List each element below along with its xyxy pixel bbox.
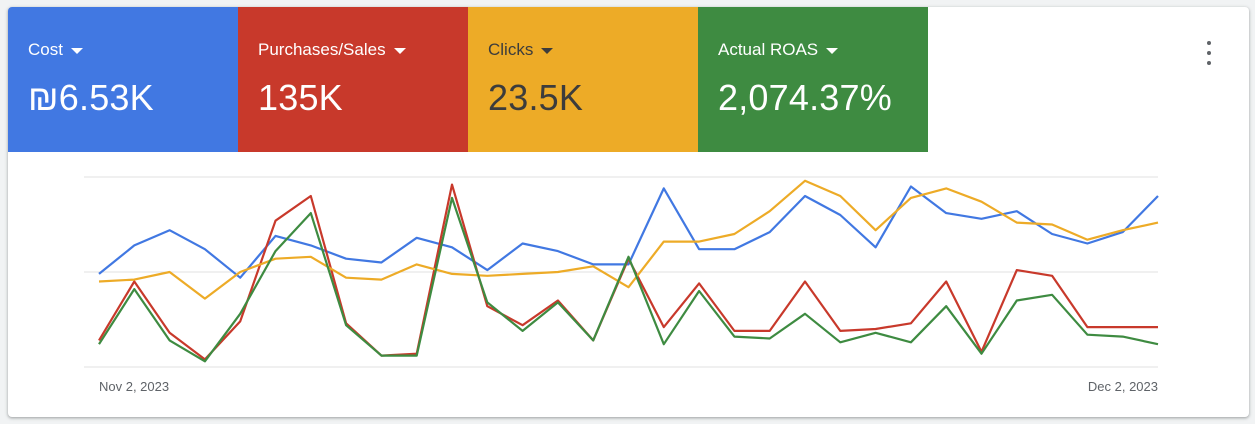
metric-selector-cost[interactable]: Cost [28, 40, 238, 60]
line-chart: Nov 2, 2023 Dec 2, 2023 [84, 176, 1159, 394]
metric-tile-cost[interactable]: Cost ₪6.53K [8, 7, 238, 152]
metric-label-clicks: Clicks [488, 40, 534, 59]
metric-label-roas: Actual ROAS [718, 40, 819, 59]
metric-value-roas: 2,074.37% [718, 77, 892, 118]
metric-tiles: Cost ₪6.53K Purchases/Sales 135K Clicks … [8, 7, 928, 152]
x-tick-label-start: Nov 2, 2023 [99, 379, 169, 394]
metric-value-cost: ₪6.53K [28, 77, 154, 118]
metric-tile-roas[interactable]: Actual ROAS 2,074.37% [698, 7, 928, 152]
series-line-clicks [98, 179, 1159, 300]
metric-selector-clicks[interactable]: Clicks [488, 40, 698, 60]
metric-value-purchases: 135K [258, 77, 343, 118]
performance-card: Cost ₪6.53K Purchases/Sales 135K Clicks … [8, 7, 1249, 417]
menu-dot [1207, 61, 1211, 65]
dropdown-caret-icon [393, 48, 406, 54]
menu-dot [1207, 51, 1211, 55]
metric-value-clicks: 23.5K [488, 77, 584, 118]
chart-series [98, 179, 1159, 363]
dropdown-caret-icon [70, 48, 83, 54]
series-line-cost [98, 185, 1159, 279]
more-vert-icon[interactable] [1196, 39, 1222, 67]
dropdown-caret-icon [826, 48, 839, 54]
metric-selector-roas[interactable]: Actual ROAS [718, 40, 928, 60]
metric-tile-clicks[interactable]: Clicks 23.5K [468, 7, 698, 152]
metric-label-cost: Cost [28, 40, 63, 59]
metric-label-purchases: Purchases/Sales [258, 40, 386, 59]
series-line-actual-roas [98, 196, 1159, 363]
dropdown-caret-icon [541, 48, 554, 54]
metric-selector-purchases[interactable]: Purchases/Sales [258, 40, 468, 60]
menu-dot [1207, 41, 1211, 45]
x-tick-label-end: Dec 2, 2023 [1088, 379, 1158, 394]
metric-tile-purchases[interactable]: Purchases/Sales 135K [238, 7, 468, 152]
